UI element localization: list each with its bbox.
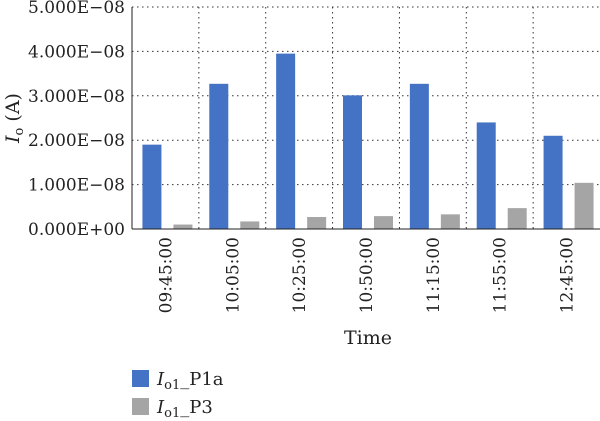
bar-p3-094500 [173,224,193,229]
bar-p1a-102500 [276,53,296,230]
x-tick-label: 11:55:00 [491,237,511,313]
x-tick-label: 10:50:00 [357,237,377,313]
bar-p3-111500 [440,214,460,229]
y-tick-label: 0.000E+00 [28,220,125,240]
x-tick-label: 10:05:00 [223,237,243,313]
y-tick-labels: 0.000E+00 1.000E−08 2.000E−08 3.000E−08 4.00… [28,0,125,240]
x-tick-label: 12:45:00 [558,237,578,313]
x-tick-label: 10:25:00 [290,237,310,313]
bar-p3-115500 [507,208,527,229]
x-tick-labels: 09:45:00 10:05:00 10:25:00 10:50:00 11:15:00… [156,237,577,313]
legend-label-p1a: Io1_P1a [156,369,224,393]
y-tick-label: 2.000E−08 [28,131,125,151]
y-tick-label: 5.000E−08 [28,0,125,18]
y-tick-label: 3.000E−08 [28,87,125,107]
axes [131,7,600,230]
bar-p1a-115500 [476,122,496,229]
legend-swatch-p1a [132,370,149,387]
bar-p1a-094500 [142,144,162,229]
legend: Io1_P1a Io1_P3 [132,369,224,421]
bar-p1a-124500 [543,135,563,229]
x-tick-label: 09:45:00 [156,237,176,313]
legend-label-p3: Io1_P3 [156,397,213,421]
y-tick-label: 4.000E−08 [28,42,125,62]
y-axis-title: Io (A) [2,93,27,144]
y-tick-label: 1.000E−08 [28,176,125,196]
legend-swatch-p3 [132,398,149,415]
bars [142,53,594,230]
bar-p1a-100500 [209,83,229,229]
bar-p3-102500 [307,217,327,229]
bar-p3-105000 [374,216,393,229]
bar-p3-124500 [574,182,594,229]
x-axis-title: Time [344,327,392,349]
x-tick-label: 11:15:00 [424,237,444,313]
bar-p3-100500 [240,221,260,229]
bar-p1a-111500 [409,83,429,229]
bar-p1a-105000 [343,95,362,229]
grid-lines [132,6,600,229]
